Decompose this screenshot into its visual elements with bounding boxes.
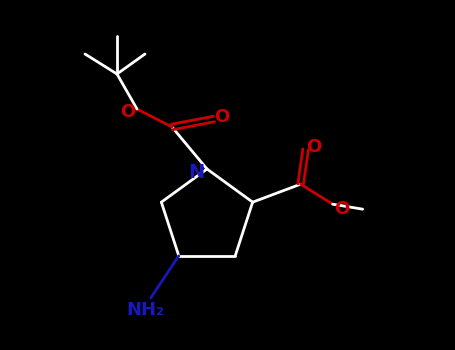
Text: O: O [121, 103, 136, 121]
Text: O: O [334, 200, 349, 218]
Text: O: O [306, 138, 321, 156]
Text: N: N [188, 162, 204, 182]
Text: NH₂: NH₂ [127, 301, 165, 319]
Text: O: O [214, 108, 230, 126]
